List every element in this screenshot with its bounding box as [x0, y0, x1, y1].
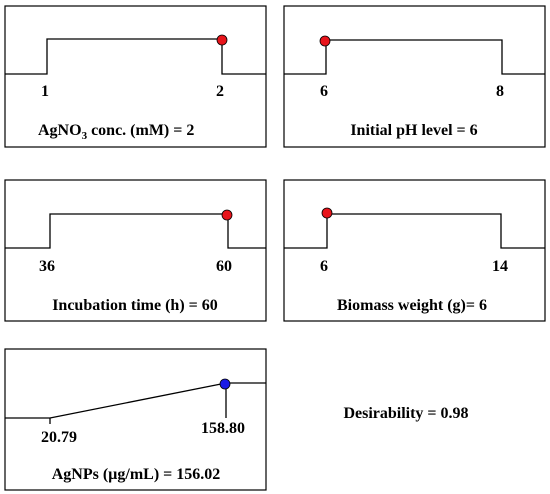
panel-frame	[4, 179, 267, 322]
panel-ph: 6 8 Initial pH level = 6	[283, 5, 546, 148]
step-profile	[5, 38, 266, 75]
step-profile	[284, 39, 545, 75]
step-profile	[284, 213, 545, 249]
tick-high: 2	[216, 83, 224, 100]
factor-label: Incubation time (h) = 60	[52, 297, 218, 314]
tick-low: 1	[41, 83, 49, 100]
panel-agnps: 20.79 158.80 AgNPs (µg/mL) = 156.02	[4, 348, 267, 491]
ramp-profile	[5, 382, 266, 419]
label-part: AgNO	[38, 122, 82, 139]
desirability-label: Desirability = 0.98	[343, 405, 468, 422]
label-part: conc. (mM) = 2	[87, 122, 194, 139]
optimum-marker	[321, 207, 333, 219]
tick-low: 6	[320, 83, 328, 100]
optimum-marker	[219, 378, 231, 390]
tick-low: 36	[39, 258, 55, 275]
factor-label: Initial pH level = 6	[350, 122, 477, 139]
optimum-marker	[221, 209, 233, 221]
panel-agno3: 1 2 AgNO3 conc. (mM) = 2	[4, 5, 267, 148]
tick-high: 158.80	[201, 420, 245, 437]
factor-label: AgNO3 conc. (mM) = 2	[38, 122, 194, 142]
panel-biomass: 6 14 Biomass weight (g)= 6	[283, 179, 546, 322]
tick-high: 8	[496, 83, 504, 100]
tick-high: 60	[216, 258, 232, 275]
panel-incubation: 36 60 Incubation time (h) = 60	[4, 179, 267, 322]
tick-high: 14	[492, 258, 508, 275]
optimum-marker	[216, 34, 228, 46]
label-subscript: 3	[82, 130, 88, 142]
panel-frame	[4, 348, 267, 491]
tick-low: 20.79	[41, 429, 77, 446]
response-label: AgNPs (µg/mL) = 156.02	[52, 466, 221, 483]
tick-low: 6	[320, 258, 328, 275]
panel-frame	[283, 179, 546, 322]
panel-frame	[4, 5, 267, 148]
optimum-marker	[319, 35, 331, 47]
step-profile	[5, 213, 266, 249]
panel-frame	[283, 5, 546, 148]
factor-label: Biomass weight (g)= 6	[337, 297, 487, 314]
